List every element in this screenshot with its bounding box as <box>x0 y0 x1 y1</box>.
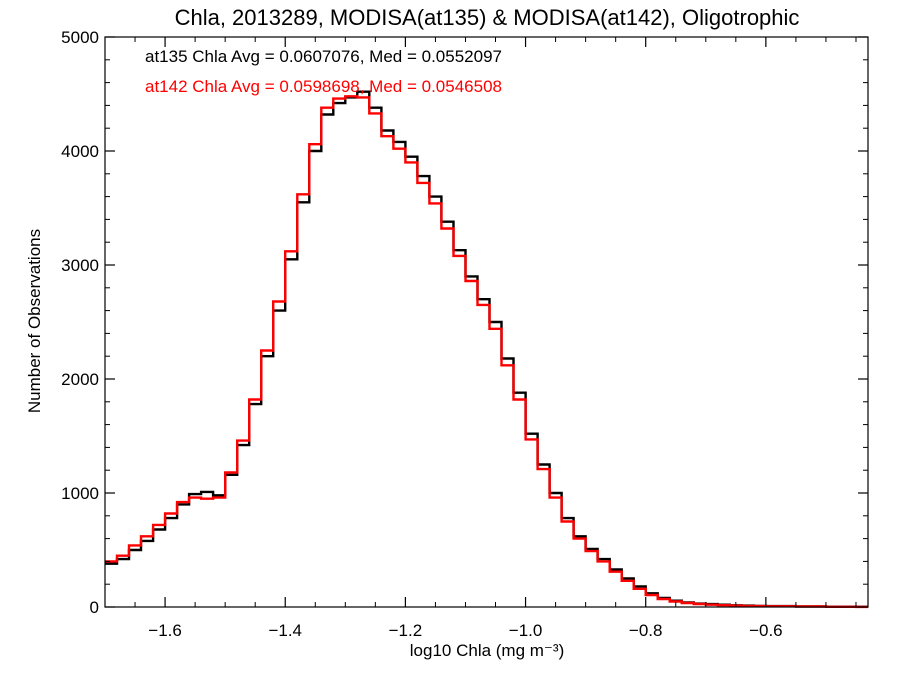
y-axis: 0 1000 2000 3000 4000 5000 <box>61 28 868 617</box>
chart-title: Chla, 2013289, MODISA(at135) & MODISA(at… <box>175 5 800 30</box>
x-tick-label: −1.0 <box>509 621 543 640</box>
y-axis-label: Number of Observations <box>25 229 44 413</box>
series-line-1 <box>105 95 868 609</box>
x-axis: −1.6 −1.4 −1.2 −1.0 −0.8 −0.6 <box>104 37 857 640</box>
x-tick-label: −0.8 <box>629 621 663 640</box>
x-tick-label: −1.6 <box>148 621 182 640</box>
plot-frame <box>104 36 869 608</box>
series-line-0 <box>105 90 868 608</box>
x-axis-label: log10 Chla (mg m⁻³) <box>410 641 564 660</box>
series-layer <box>105 90 868 609</box>
x-tick-label: −1.4 <box>268 621 302 640</box>
annotation-at135: at135 Chla Avg = 0.0607076, Med = 0.0552… <box>145 47 502 66</box>
x-tick-label: −0.6 <box>749 621 783 640</box>
y-tick-label: 5000 <box>61 28 99 47</box>
x-tick-label: −1.2 <box>389 621 423 640</box>
annotation-at142: at142 Chla Avg = 0.0598698, Med = 0.0546… <box>145 77 502 96</box>
y-tick-label: 1000 <box>61 484 99 503</box>
y-tick-label: 2000 <box>61 370 99 389</box>
y-tick-label: 4000 <box>61 142 99 161</box>
y-tick-label: 3000 <box>61 256 99 275</box>
y-tick-label: 0 <box>90 598 99 617</box>
